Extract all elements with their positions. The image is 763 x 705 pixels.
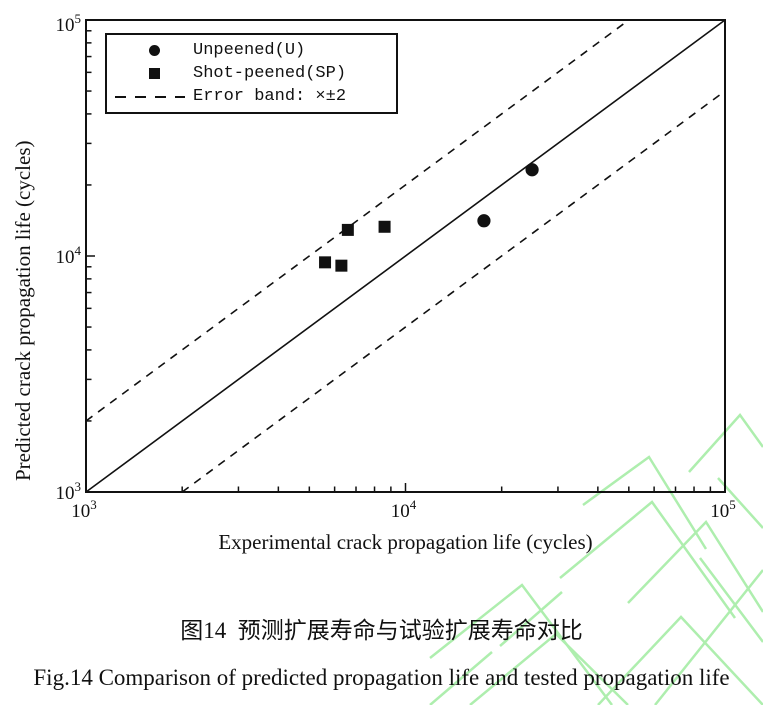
data-point-square — [335, 259, 348, 272]
series-shot-peened-sp- — [319, 220, 391, 272]
legend-label-unpeened: Unpeened(U) — [193, 41, 306, 60]
legend-row-error-band: Error band: ×±2 — [107, 85, 396, 108]
x-tick-labels: 103 104 105 — [71, 497, 736, 522]
unpeened-circle-marker-icon — [148, 45, 160, 56]
y-tick-labels: 103 104 105 — [56, 11, 82, 504]
shot-peened-square-marker-icon — [148, 68, 160, 79]
data-point-circle — [525, 163, 539, 177]
tick-label: 105 — [710, 497, 736, 522]
data-point-circle — [477, 214, 491, 228]
tick-label: 103 — [71, 497, 97, 522]
legend-label-error-band: Error band: ×±2 — [193, 87, 347, 106]
caption-chinese: 图14 预测扩展寿命与试验扩展寿命对比 — [180, 618, 583, 643]
caption-english: Fig.14 Comparison of predicted propagati… — [33, 665, 730, 690]
error-band-dash-icon — [115, 95, 185, 98]
reference-lines — [85, 19, 726, 493]
data-point-square — [319, 256, 332, 269]
tick-label: 104 — [56, 243, 82, 268]
scatter-plot: 103 104 105 103 104 105 — [56, 11, 736, 522]
plot-frame — [85, 19, 726, 493]
x-axis-title: Experimental crack propagation life (cyc… — [218, 530, 593, 554]
series-unpeened-u- — [477, 163, 539, 228]
data-point-square — [378, 220, 391, 233]
identity-line — [85, 19, 726, 493]
tick-label: 104 — [391, 497, 417, 522]
error-band-lower — [181, 90, 726, 493]
tick-label: 105 — [56, 11, 82, 36]
error-band-upper — [85, 19, 630, 422]
tick-label: 103 — [56, 479, 82, 504]
legend-row-shot-peened: Shot-peened(SP) — [107, 62, 396, 85]
data-point-square — [341, 223, 354, 236]
legend-row-unpeened: Unpeened(U) — [107, 39, 396, 62]
y-axis-title: Predicted crack propagation life (cycles… — [11, 140, 35, 481]
legend-label-shot-peened: Shot-peened(SP) — [193, 64, 347, 83]
chart-legend: Unpeened(U) Shot-peened(SP) Error band: … — [105, 33, 398, 114]
